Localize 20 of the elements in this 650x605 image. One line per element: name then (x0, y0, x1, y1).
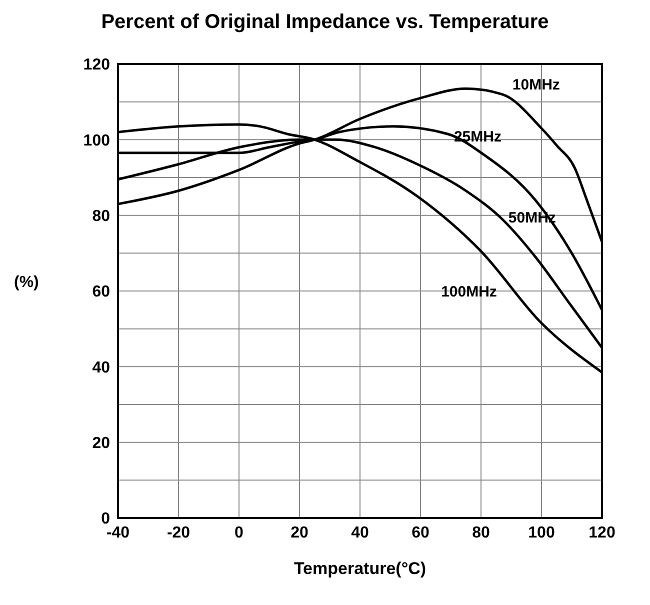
y-tick-label: 120 (83, 56, 110, 74)
x-tick-label: 120 (588, 524, 616, 542)
y-axis-title: (%) (14, 274, 39, 292)
x-axis-title: Temperature(°C) (294, 559, 426, 578)
y-tick-label: 80 (92, 208, 110, 226)
y-tick-label: 20 (92, 435, 110, 452)
chart-title: Percent of Original Impedance vs. Temperature (100, 10, 550, 35)
x-tick-label: 40 (351, 524, 369, 542)
x-tick-label: 60 (412, 524, 430, 542)
series-label: 10MHz (512, 76, 560, 94)
x-tick-label: -20 (166, 524, 190, 542)
series-label: 25MHz (454, 128, 502, 146)
y-tick-label: 40 (92, 359, 110, 376)
x-tick-label: 20 (290, 524, 308, 542)
y-tick-label: 100 (83, 132, 110, 150)
x-tick-label: 0 (234, 524, 244, 542)
y-tick-label: 60 (92, 284, 110, 301)
x-tick-label: 100 (528, 524, 555, 542)
series-label: 100MHz (441, 284, 497, 301)
x-tick-label: 80 (472, 524, 490, 542)
